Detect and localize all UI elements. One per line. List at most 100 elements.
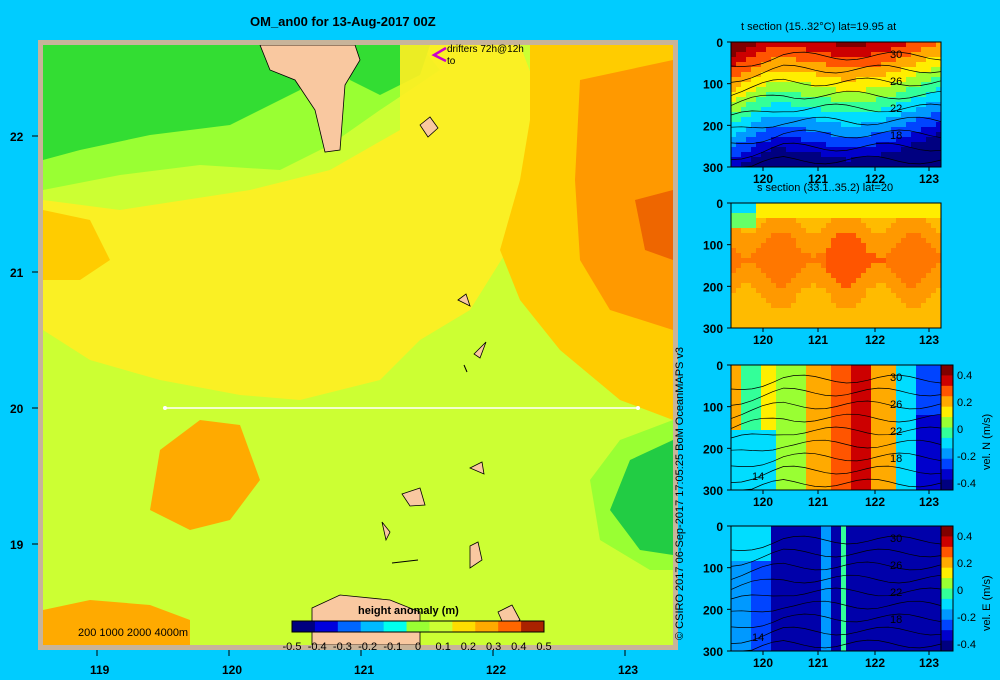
section-cell — [876, 293, 882, 299]
section-cell — [841, 470, 847, 476]
section-cell — [931, 450, 937, 456]
section-cell — [896, 117, 902, 123]
height-anomaly-colorbar-ticks: -0.5 -0.4 -0.3 -0.2 -0.1 0 0.1 0.2 0.3 0.4 0.5 — [283, 641, 552, 653]
section-cell — [806, 586, 812, 592]
section-cell — [896, 556, 902, 562]
section-cell — [861, 278, 867, 284]
section-cell — [856, 308, 862, 314]
section-cell — [906, 410, 912, 416]
section-cell — [901, 616, 907, 622]
section-cell — [896, 248, 902, 254]
panel-y-tick-label: 0 — [716, 197, 723, 211]
section-cell — [821, 67, 827, 73]
section-cell — [826, 72, 832, 78]
section-cell — [911, 97, 917, 103]
section-cell — [926, 298, 932, 304]
section-cell — [926, 47, 932, 53]
section-cell — [811, 380, 817, 386]
section-cell — [926, 561, 932, 567]
island — [401, 487, 426, 507]
section-cell — [911, 77, 917, 83]
section-cell — [741, 152, 747, 158]
section-cell — [766, 62, 772, 68]
section-cell — [866, 243, 872, 249]
section-cell — [786, 318, 792, 324]
section-cell — [771, 636, 777, 642]
section-cell — [816, 263, 822, 269]
section-cell — [751, 435, 757, 441]
section-cell — [921, 303, 927, 309]
section-cell — [861, 82, 867, 88]
section-cell — [746, 460, 752, 466]
section-cell — [826, 132, 832, 138]
section-cell — [881, 641, 887, 647]
section-cell — [736, 278, 742, 284]
section-cell — [881, 475, 887, 481]
reef — [391, 559, 419, 564]
section-cell — [926, 531, 932, 537]
section-cell — [856, 67, 862, 73]
section-cell — [731, 82, 737, 88]
section-cell — [916, 253, 922, 259]
section-cell — [911, 541, 917, 547]
section-cell — [846, 218, 852, 224]
section-cell — [786, 536, 792, 542]
section-cell — [731, 390, 737, 396]
section-cell — [906, 616, 912, 622]
section-cell — [916, 62, 922, 68]
section-cell — [731, 450, 737, 456]
section-cell — [861, 611, 867, 617]
section-cell — [771, 112, 777, 118]
section-cell — [911, 273, 917, 279]
section-cell — [916, 410, 922, 416]
section-cell — [896, 445, 902, 451]
section-cell — [771, 621, 777, 627]
section-cell — [836, 92, 842, 98]
section-cell — [836, 72, 842, 78]
section-cell — [771, 425, 777, 431]
section-cell — [751, 42, 757, 48]
section-cell — [836, 631, 842, 637]
section-cell — [936, 323, 942, 329]
section-cell — [806, 278, 812, 284]
section-cell — [881, 303, 887, 309]
section-cell — [826, 243, 832, 249]
section-cell — [881, 445, 887, 451]
velocity-colorbar-swatch — [941, 469, 953, 481]
section-cell — [911, 420, 917, 426]
section-cell — [786, 636, 792, 642]
isotherm-contour — [730, 439, 942, 452]
section-cell — [761, 561, 767, 567]
section-cell — [786, 385, 792, 391]
section-cell — [916, 465, 922, 471]
colorbar-tick-label: 0.4 — [511, 641, 526, 653]
section-cell — [756, 475, 762, 481]
section-cell — [786, 87, 792, 93]
section-cell — [756, 233, 762, 239]
section-cell — [741, 395, 747, 401]
section-cell — [761, 370, 767, 376]
section-cell — [886, 72, 892, 78]
section-cell — [896, 228, 902, 234]
section-cell — [836, 77, 842, 83]
section-cell — [871, 611, 877, 617]
velocity-colorbar-swatch — [941, 448, 953, 460]
section-cell — [931, 551, 937, 557]
section-cell — [786, 601, 792, 607]
section-cell — [886, 531, 892, 537]
section-cell — [841, 390, 847, 396]
section-cell — [776, 203, 782, 209]
section-cell — [811, 228, 817, 234]
section-cell — [811, 147, 817, 153]
section-cell — [841, 576, 847, 582]
section-cell — [846, 318, 852, 324]
section-cell — [776, 107, 782, 113]
section-cell — [746, 283, 752, 289]
section-cell — [781, 480, 787, 486]
section-cell — [751, 546, 757, 552]
section-cell — [741, 268, 747, 274]
section-cell — [931, 152, 937, 158]
section-cell — [856, 626, 862, 632]
section-cell — [791, 611, 797, 617]
